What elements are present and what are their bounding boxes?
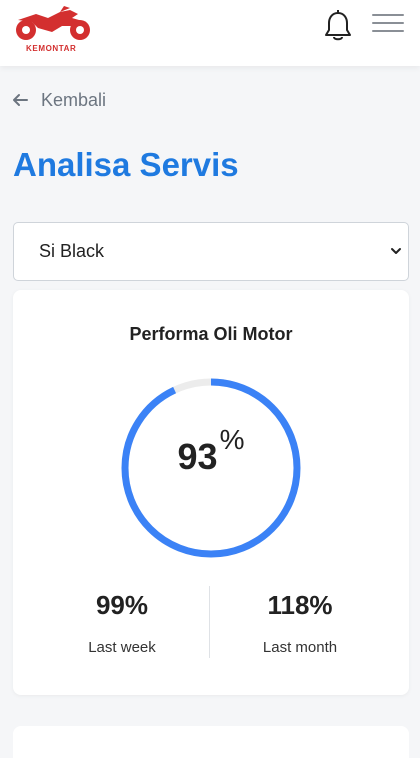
bell-icon	[325, 10, 351, 41]
gauge-number: 93	[177, 436, 218, 477]
stat-value: 99%	[95, 590, 149, 620]
gauge-progress	[121, 378, 301, 558]
gauge-unit: %	[219, 424, 245, 455]
stat-label: Last month	[262, 639, 338, 656]
chevron-down-icon	[391, 248, 401, 254]
gauge-value: 93%	[13, 424, 409, 478]
kemontar-logo[interactable]: KEMONTAR	[12, 4, 94, 53]
page-title: Analisa Servis	[13, 146, 239, 183]
back-link[interactable]: Kembali	[12, 88, 106, 112]
menu-line	[372, 14, 404, 16]
vehicle-select[interactable]: Si Black	[13, 222, 409, 281]
stat-last-month: 118% Last month	[201, 590, 399, 656]
stat-last-week: 99% Last week	[23, 590, 221, 656]
logo-text: KEMONTAR	[26, 44, 77, 53]
top-navbar: KEMONTAR	[0, 0, 420, 66]
stat-divider	[209, 586, 210, 658]
arrow-left-icon	[13, 94, 28, 106]
card-title: Performa Oli Motor	[129, 324, 293, 344]
back-label: Kembali	[41, 89, 107, 110]
menu-line	[372, 30, 404, 32]
menu-line	[372, 22, 404, 24]
oil-performance-card: Performa Oli Motor 93% 99% Last week 118…	[13, 290, 409, 695]
vehicle-select-value: Si Black	[39, 241, 105, 261]
notification-bell[interactable]	[324, 10, 352, 42]
stat-label: Last week	[88, 639, 156, 656]
motorcycle-logo-icon	[16, 6, 90, 40]
secondary-card	[13, 726, 409, 758]
stat-value: 118%	[267, 590, 333, 620]
hamburger-menu-button[interactable]	[372, 14, 404, 38]
oil-performance-gauge	[121, 378, 301, 558]
